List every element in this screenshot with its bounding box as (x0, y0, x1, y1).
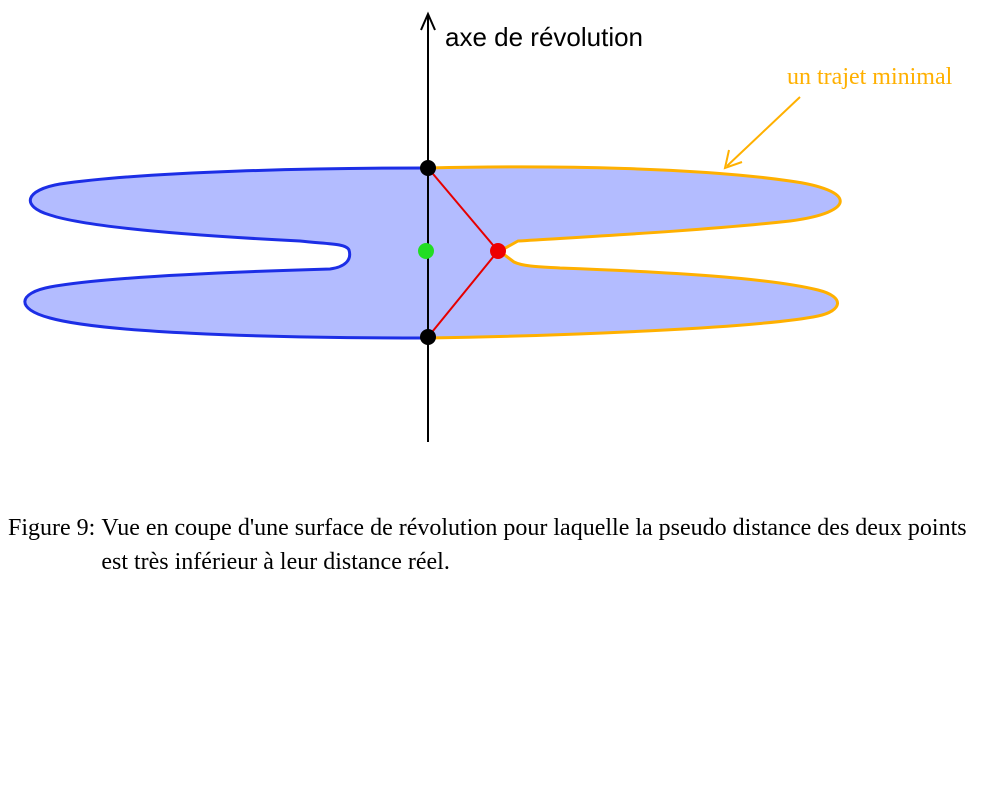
axis-arrowhead (420, 11, 436, 31)
figure-caption: Figure 9: Vue en coupe d'une surface de … (8, 511, 998, 579)
caption-label: Figure 9: (8, 515, 96, 541)
caption-text: Vue en coupe d'une surface de révolution… (101, 515, 967, 575)
minimal-path-curve (427, 165, 842, 340)
left-profile-curve (23, 166, 429, 340)
revolution-surface-diagram: axe de révolution un trajet minimal (23, 11, 953, 442)
top-point (420, 160, 436, 176)
bottom-point (420, 329, 436, 345)
axis-label: axe de révolution (445, 22, 643, 52)
minimal-path-arrowhead (723, 149, 743, 170)
junction-point (490, 243, 506, 259)
minimal-path-arrow (726, 96, 801, 167)
midpoint (418, 243, 434, 259)
minimal-path-label: un trajet minimal (787, 64, 953, 90)
